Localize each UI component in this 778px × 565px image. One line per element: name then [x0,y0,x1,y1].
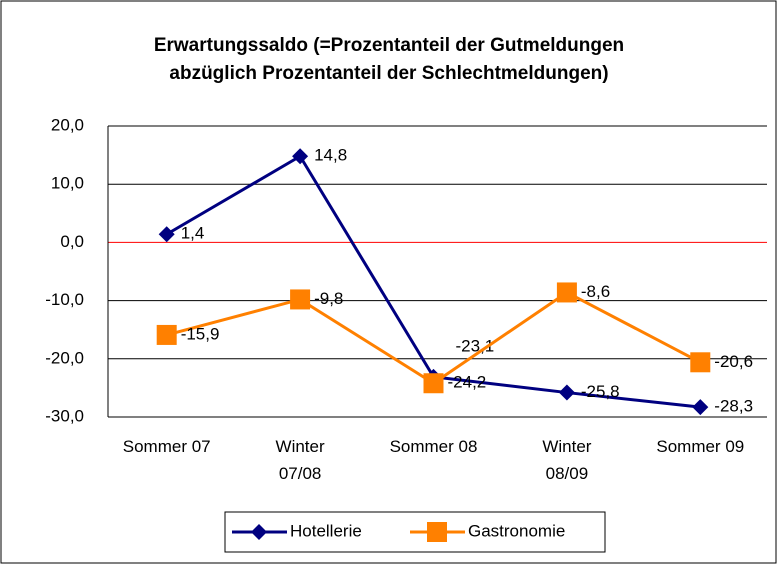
point [290,289,311,310]
x-tick-label: Sommer 07 [123,437,211,456]
y-tick-label: 10,0 [51,174,84,193]
legend-label: Hotellerie [290,521,362,540]
data-label: -20,6 [714,352,753,371]
y-tick-label: -20,0 [45,348,84,367]
point [556,282,577,303]
data-label: -24,2 [448,373,487,392]
point [558,384,575,401]
x-tick-label: Winter 07/08 [276,437,325,483]
y-tick-label: -10,0 [45,290,84,309]
data-label: 14,8 [314,146,347,165]
data-label: -28,3 [714,397,753,416]
point [423,373,444,394]
y-tick-label: 20,0 [51,115,84,134]
legend-marker [251,524,267,540]
point [692,399,709,416]
data-label: 1,4 [181,224,205,243]
data-label: -25,8 [581,382,620,401]
y-tick-label: 0,0 [60,232,84,251]
data-label: -8,6 [581,282,610,301]
x-tick-label: Sommer 08 [390,437,478,456]
data-label: -9,8 [314,289,343,308]
x-tick-label: Sommer 09 [656,437,744,456]
chart-title: Erwartungssaldo (=Prozentanteil der Gutm… [154,35,624,84]
data-label: -15,9 [181,324,220,343]
data-label: -23,1 [456,336,495,355]
point [690,352,711,373]
legend-label: Gastronomie [468,521,565,540]
point [156,324,177,345]
y-tick-label: -30,0 [45,406,84,425]
legend-marker [427,522,447,542]
point [158,226,175,243]
point [292,148,309,165]
x-tick-label: Winter 08/09 [542,437,591,483]
